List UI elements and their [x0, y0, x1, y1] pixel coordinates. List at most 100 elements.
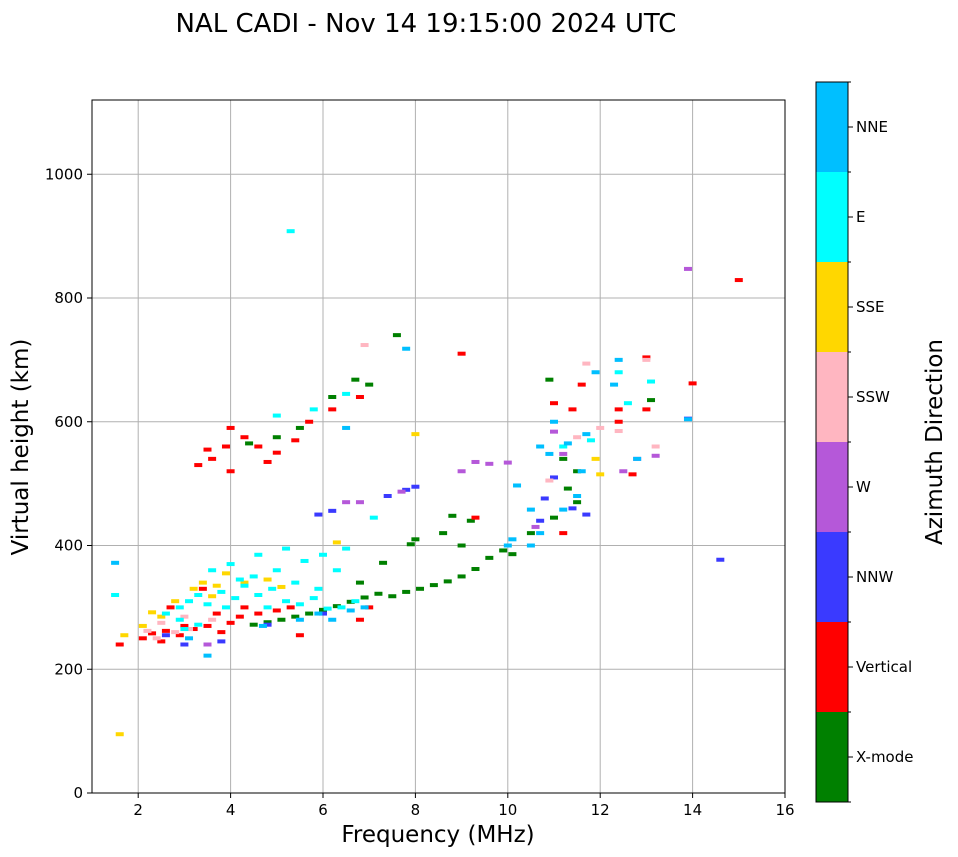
data-point [212, 583, 221, 588]
data-point [568, 506, 577, 511]
data-point [272, 435, 281, 440]
data-point [614, 419, 623, 424]
data-point [180, 623, 189, 628]
data-point [240, 583, 249, 588]
data-point [203, 642, 212, 647]
data-point [263, 622, 272, 627]
data-point [374, 591, 383, 596]
data-point [226, 469, 235, 474]
data-point [716, 557, 725, 562]
data-point [360, 595, 369, 600]
data-point [277, 584, 286, 589]
data-point [314, 611, 323, 616]
data-point [559, 531, 568, 536]
data-point [291, 580, 300, 585]
data-point [586, 438, 595, 443]
colorbar-label: Azimuth Direction [922, 339, 948, 545]
data-point [319, 552, 327, 557]
data-point [342, 425, 351, 430]
data-point [235, 614, 244, 619]
data-point [550, 419, 558, 424]
data-point [499, 548, 508, 553]
data-point [185, 599, 194, 604]
data-point [157, 614, 166, 619]
data-point [332, 568, 341, 573]
data-point [263, 605, 272, 610]
y-tick-label: 0 [73, 784, 83, 802]
data-point [254, 552, 263, 557]
data-point [111, 593, 120, 597]
data-point [217, 630, 226, 635]
data-point [614, 407, 623, 412]
data-point [610, 382, 619, 387]
colorbar-frame [815, 81, 849, 803]
data-point [194, 593, 203, 597]
data-point [291, 614, 300, 619]
data-point [513, 483, 522, 488]
data-point [226, 425, 235, 430]
data-point [369, 515, 378, 520]
data-point [526, 531, 535, 536]
data-point [152, 636, 161, 641]
data-point [328, 395, 337, 399]
data-point [332, 604, 341, 609]
data-point [457, 351, 466, 356]
data-point [365, 605, 374, 610]
colorbar-tick-label: SSE [856, 298, 885, 316]
data-point [328, 508, 337, 513]
colorbar-segment [816, 442, 848, 532]
data-point [536, 531, 545, 536]
data-point [508, 552, 517, 557]
data-point [402, 487, 411, 492]
data-point [429, 583, 438, 588]
data-point [545, 377, 554, 382]
data-point [300, 558, 309, 563]
data-point [226, 562, 235, 567]
data-point [157, 639, 166, 644]
data-point [231, 596, 240, 601]
data-point [582, 361, 591, 366]
data-point [577, 382, 586, 387]
data-point [198, 580, 207, 585]
data-point [254, 611, 263, 616]
data-point [185, 627, 194, 632]
plot-area [91, 99, 786, 794]
data-point [286, 605, 295, 610]
colorbar-tick-label: NNW [856, 568, 893, 586]
data-point [573, 469, 582, 474]
x-axis: 2 4 6 8 10 12 14 16 [133, 793, 795, 819]
data-point [286, 229, 295, 234]
data-point [138, 623, 147, 628]
data-point [175, 617, 184, 622]
data-point [545, 478, 554, 483]
data-point [185, 636, 194, 641]
data-point [166, 605, 175, 610]
data-point [614, 370, 623, 375]
y-tick-label: 600 [54, 413, 83, 431]
data-point [203, 623, 212, 628]
data-point [411, 484, 420, 489]
data-point [596, 472, 605, 477]
data-point [240, 435, 249, 440]
data-point [651, 444, 660, 449]
data-point [397, 489, 406, 494]
data-point [189, 586, 198, 591]
data-point [360, 343, 369, 348]
data-point [416, 586, 425, 591]
data-point [263, 577, 272, 582]
data-point [457, 574, 466, 579]
colorbar-segment [816, 172, 848, 262]
data-point [221, 571, 230, 576]
data-point [272, 568, 281, 573]
data-point [550, 475, 558, 480]
data-point [342, 500, 351, 505]
colorbar-tick-label: NNE [856, 118, 888, 136]
data-point [536, 518, 545, 523]
data-point [471, 567, 480, 572]
x-tick-label: 8 [411, 801, 421, 819]
data-point [254, 444, 263, 449]
colorbar-segment [816, 622, 848, 712]
data-point [614, 429, 623, 434]
x-tick-label: 2 [133, 801, 143, 819]
x-tick-label: 10 [498, 801, 517, 819]
